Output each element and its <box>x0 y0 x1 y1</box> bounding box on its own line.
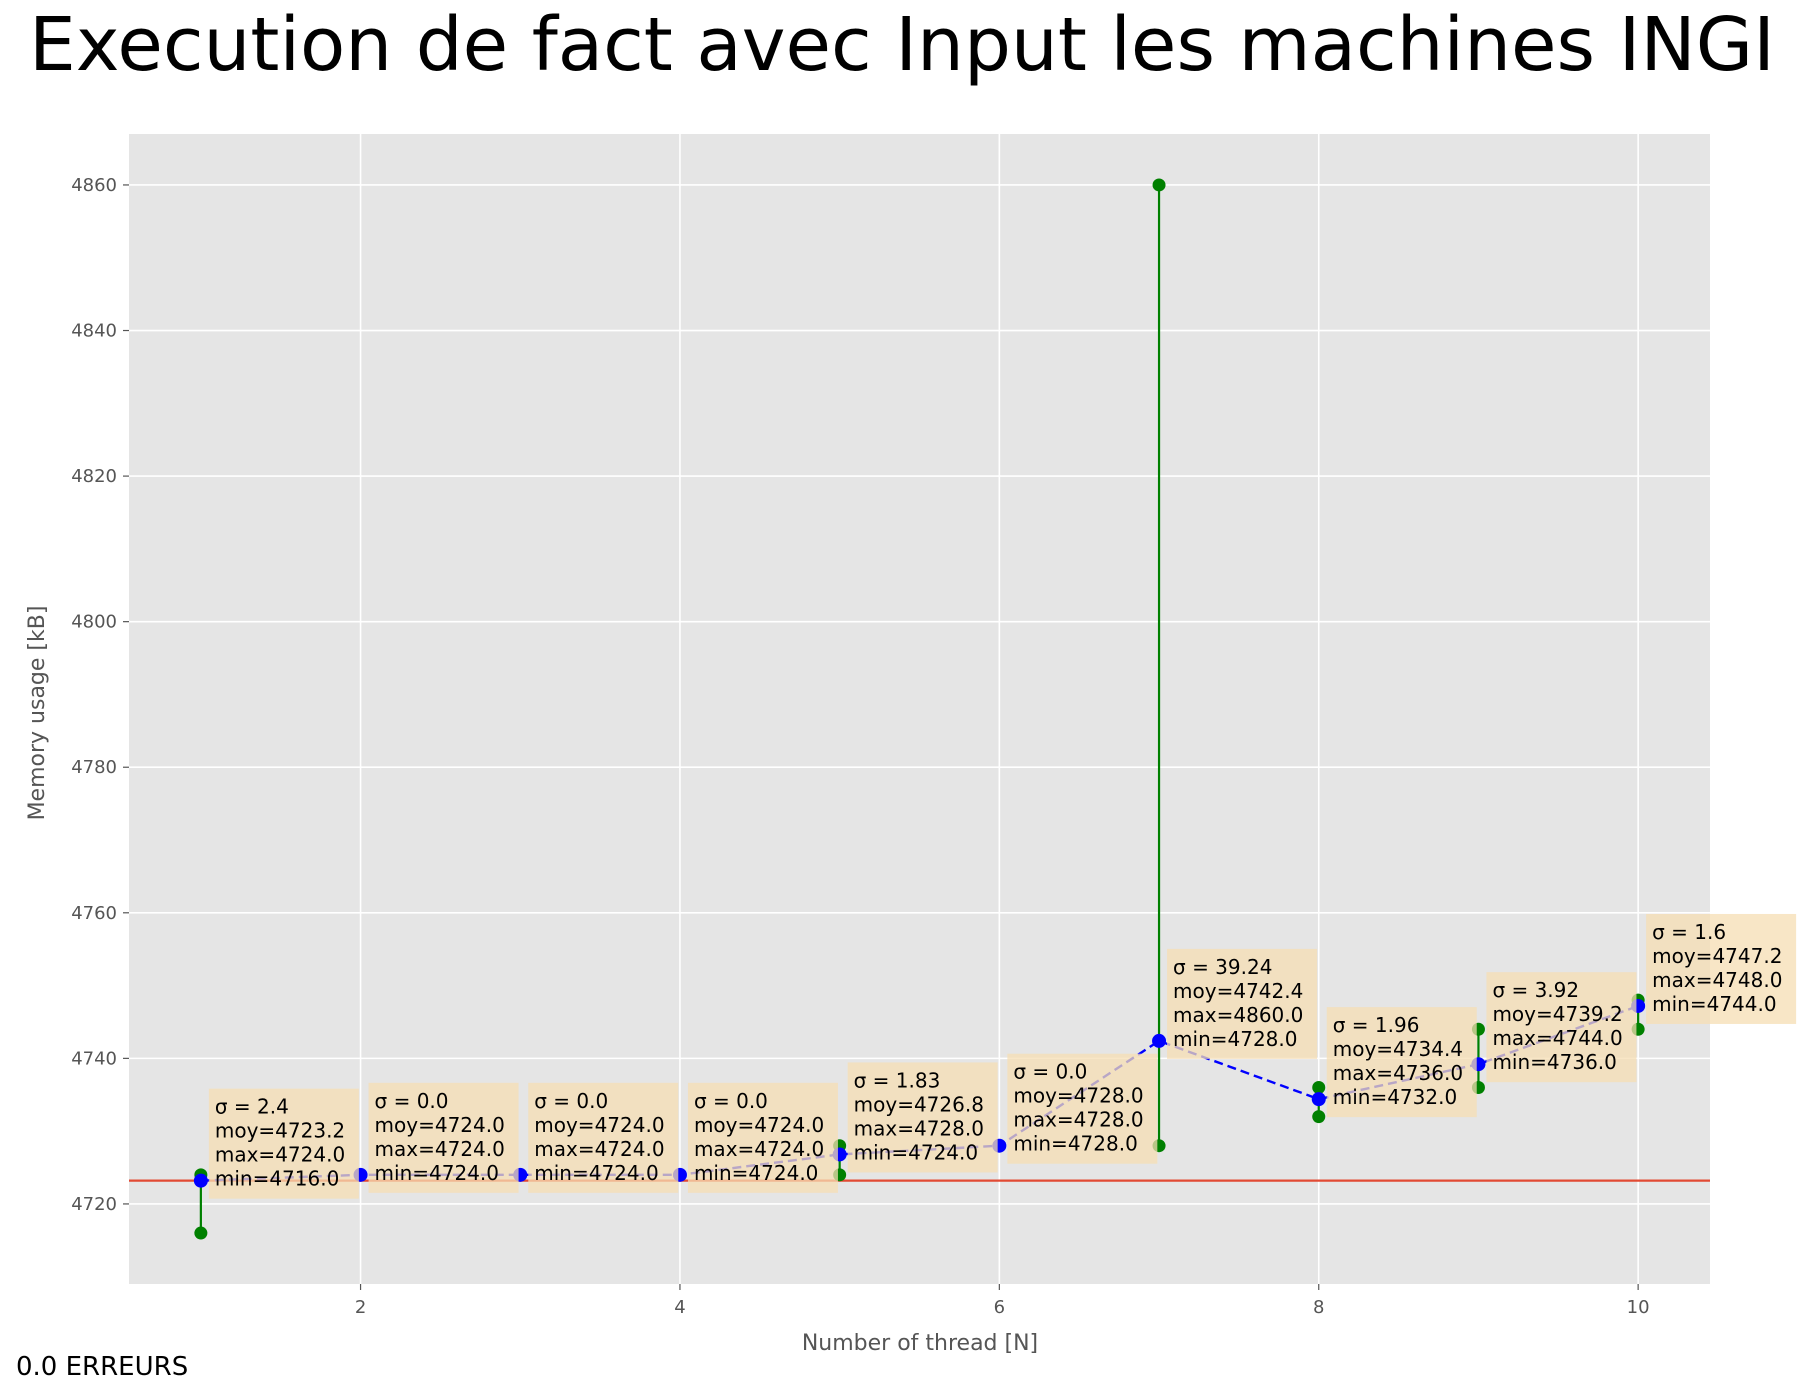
y-tick-label: 4720 <box>71 1194 117 1215</box>
min-label: min=4728.0 <box>1013 1132 1137 1156</box>
min-label: min=4728.0 <box>1173 1027 1297 1051</box>
sigma-label: σ = 0.0 <box>534 1089 608 1113</box>
chart-title: Execution de fact avec Input les machine… <box>29 2 1775 88</box>
sigma-label: σ = 0.0 <box>375 1089 449 1113</box>
max-label: max=4860.0 <box>1173 1003 1303 1027</box>
x-tick-label: 4 <box>674 1297 685 1318</box>
y-tick-label: 4740 <box>71 1048 117 1069</box>
max-point <box>1152 178 1166 192</box>
max-label: max=4724.0 <box>534 1137 664 1161</box>
mean-point <box>1152 1033 1167 1048</box>
y-tick-label: 4760 <box>71 903 117 924</box>
mean-point <box>193 1173 208 1188</box>
min-label: min=4716.0 <box>215 1167 339 1191</box>
max-label: max=4736.0 <box>1333 1061 1463 1085</box>
sigma-label: σ = 1.96 <box>1333 1013 1420 1037</box>
grid <box>129 134 1710 1284</box>
mean-label: moy=4724.0 <box>534 1113 664 1137</box>
sigma-label: σ = 39.24 <box>1173 955 1272 979</box>
stats-annotation-box <box>1167 948 1318 1059</box>
x-tick-label: 8 <box>1313 1297 1324 1318</box>
max-label: max=4724.0 <box>215 1143 345 1167</box>
stats-annotation-box <box>368 1082 519 1193</box>
max-label: max=4728.0 <box>854 1116 984 1140</box>
max-label: max=4724.0 <box>375 1137 505 1161</box>
stats-annotation-box <box>208 1088 359 1199</box>
x-tick-label: 6 <box>994 1297 1005 1318</box>
stats-annotation-box <box>1486 972 1637 1083</box>
mean-label: moy=4728.0 <box>1013 1084 1143 1108</box>
mean-label: moy=4742.4 <box>1173 979 1303 1003</box>
max-label: max=4744.0 <box>1492 1026 1622 1050</box>
stats-annotation-box <box>847 1062 998 1173</box>
max-point <box>1312 1080 1326 1094</box>
min-label: min=4724.0 <box>534 1161 658 1185</box>
error-count: 0.0 ERREURS <box>16 1352 189 1382</box>
stats-annotation-box <box>687 1082 838 1193</box>
x-axis-label: Number of thread [N] <box>802 1331 1038 1356</box>
sigma-label: σ = 2.4 <box>215 1095 289 1119</box>
min-label: min=4724.0 <box>694 1161 818 1185</box>
y-axis-label: Memory usage [kB] <box>25 606 50 821</box>
min-label: min=4732.0 <box>1333 1085 1457 1109</box>
stats-annotation-box <box>1326 1007 1477 1118</box>
min-label: min=4724.0 <box>854 1140 978 1164</box>
sigma-label: σ = 1.6 <box>1652 920 1726 944</box>
y-tick-label: 4840 <box>71 321 117 342</box>
stats-annotation-box <box>528 1082 679 1193</box>
sigma-label: σ = 3.92 <box>1492 978 1579 1002</box>
x-tick-label: 10 <box>1627 1297 1650 1318</box>
y-tick-label: 4780 <box>71 757 117 778</box>
min-label: min=4724.0 <box>375 1161 499 1185</box>
sigma-label: σ = 1.83 <box>854 1068 941 1092</box>
max-label: max=4728.0 <box>1013 1108 1143 1132</box>
stats-annotation-box <box>1007 1053 1158 1164</box>
mean-label: moy=4726.8 <box>854 1092 984 1116</box>
ticks: 2 4 6 8 10 4720 4740 4760 4780 4800 4820 4840 4860 <box>71 175 1649 1318</box>
mean-label: moy=4734.4 <box>1333 1037 1463 1061</box>
max-label: max=4748.0 <box>1652 968 1782 992</box>
x-tick-label: 2 <box>355 1297 366 1318</box>
y-tick-label: 4800 <box>71 612 117 633</box>
mean-label: moy=4724.0 <box>694 1113 824 1137</box>
min-label: min=4744.0 <box>1652 992 1776 1016</box>
mean-label: moy=4747.2 <box>1652 944 1782 968</box>
min-label: min=4736.0 <box>1492 1050 1616 1074</box>
min-point <box>194 1226 208 1240</box>
mean-point <box>1311 1092 1326 1107</box>
sigma-label: σ = 0.0 <box>694 1089 768 1113</box>
mean-label: moy=4724.0 <box>375 1113 505 1137</box>
stats-annotation-box <box>1646 913 1797 1024</box>
mean-label: moy=4723.2 <box>215 1119 345 1143</box>
mean-label: moy=4739.2 <box>1492 1002 1622 1026</box>
y-tick-label: 4860 <box>71 175 117 196</box>
sigma-label: σ = 0.0 <box>1013 1060 1087 1084</box>
max-label: max=4724.0 <box>694 1137 824 1161</box>
y-tick-label: 4820 <box>71 466 117 487</box>
min-point <box>1312 1110 1326 1124</box>
